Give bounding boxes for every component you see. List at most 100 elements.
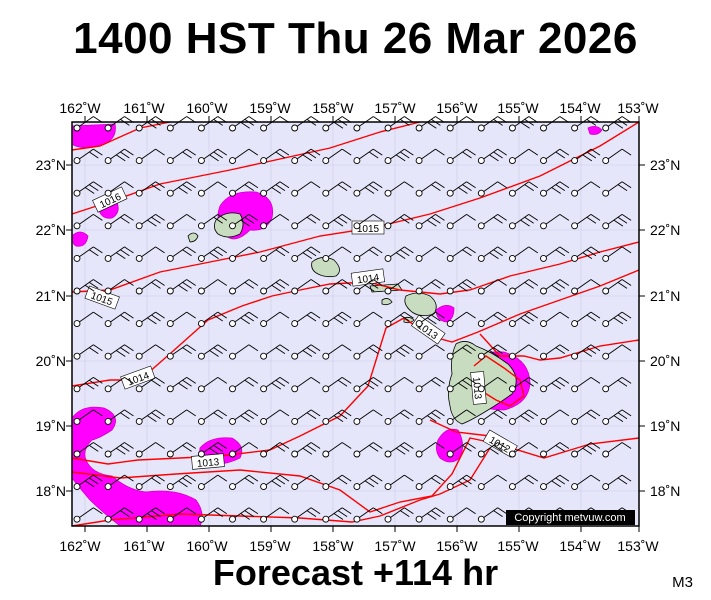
wind-barb bbox=[260, 148, 290, 165]
wind-barb bbox=[477, 344, 507, 360]
lat-label-right: 21˚N bbox=[650, 288, 680, 304]
model-label: M3 bbox=[672, 574, 693, 591]
lon-label-top: 159˚W bbox=[249, 100, 291, 116]
wind-barb bbox=[415, 246, 445, 262]
lon-label-bottom: 157˚W bbox=[374, 538, 416, 554]
lat-label-right: 18˚N bbox=[650, 483, 680, 499]
wind-barb bbox=[135, 246, 165, 262]
latitude-labels-right: 23˚N 22˚N 21˚N 20˚N 19˚N 18˚N bbox=[650, 157, 680, 499]
wind-barb bbox=[540, 279, 570, 295]
wind-barb bbox=[73, 181, 103, 197]
isobar-1015 bbox=[71, 121, 640, 293]
wind-barb bbox=[104, 376, 134, 393]
wind-barb bbox=[477, 279, 507, 295]
lon-label-top: 158˚W bbox=[312, 100, 354, 116]
wind-barb bbox=[353, 376, 383, 393]
latitude-labels-left: 23˚N 22˚N 21˚N 20˚N 19˚N 18˚N bbox=[36, 157, 66, 499]
lat-label-right: 23˚N bbox=[650, 157, 680, 173]
wind-barb bbox=[197, 279, 228, 295]
wind-barb bbox=[477, 474, 507, 491]
lanai-island bbox=[381, 298, 393, 306]
wind-barb bbox=[384, 311, 414, 328]
wind-barb bbox=[104, 246, 134, 262]
wind-barb bbox=[540, 376, 570, 393]
wind-barb bbox=[446, 344, 476, 360]
wind-barb bbox=[104, 442, 134, 458]
wind-barb bbox=[415, 409, 445, 425]
wind-barb bbox=[571, 409, 601, 425]
wind-barb bbox=[508, 344, 539, 360]
forecast-label: Forecast +114 hr bbox=[212, 552, 499, 593]
copyright-box: Copyright metvuw.com bbox=[506, 510, 635, 525]
isobar-label: 1015 bbox=[357, 224, 380, 235]
wind-barb bbox=[446, 376, 476, 393]
wind-barb bbox=[73, 376, 103, 393]
wind-barb bbox=[104, 344, 134, 360]
wind-barb bbox=[104, 507, 134, 523]
wind-barb bbox=[322, 474, 352, 491]
lon-label-bottom: 162˚W bbox=[59, 538, 101, 554]
wind-barb bbox=[166, 311, 196, 328]
lat-label-left: 23˚N bbox=[36, 157, 66, 173]
wind-barb bbox=[322, 279, 352, 295]
wind-barb bbox=[446, 474, 476, 491]
wind-barb bbox=[229, 376, 259, 393]
wind-barb bbox=[104, 474, 134, 491]
wind-barb bbox=[602, 279, 632, 295]
wind-barb bbox=[73, 311, 103, 328]
wind-barb bbox=[353, 344, 383, 360]
wind-barb bbox=[508, 409, 539, 425]
wind-barb bbox=[384, 279, 414, 295]
wind-barb bbox=[73, 442, 103, 458]
wind-barb bbox=[508, 376, 539, 393]
wind-barb bbox=[384, 409, 414, 425]
map-frame bbox=[71, 121, 640, 527]
wind-barb bbox=[384, 148, 414, 165]
wind-barb bbox=[291, 344, 321, 360]
wind-barb bbox=[229, 344, 259, 360]
wind-barb bbox=[415, 474, 445, 491]
wind-barb bbox=[104, 148, 134, 165]
wind-barb bbox=[104, 279, 134, 295]
wind-barb bbox=[229, 148, 259, 165]
wind-barb bbox=[540, 409, 570, 425]
wind-barb bbox=[197, 148, 228, 165]
wind-barb bbox=[73, 409, 103, 425]
wind-barb bbox=[477, 148, 507, 165]
wind-barb bbox=[540, 442, 570, 458]
wind-barb bbox=[135, 148, 165, 165]
wind-barb bbox=[260, 474, 290, 491]
wind-barb bbox=[166, 246, 196, 262]
wind-barb bbox=[322, 376, 352, 393]
lat-label-left: 20˚N bbox=[36, 353, 66, 369]
wind-barb bbox=[104, 409, 134, 425]
rain-area bbox=[71, 231, 89, 247]
wind-barb bbox=[602, 181, 632, 197]
wind-barb bbox=[260, 279, 290, 295]
wind-barb bbox=[135, 181, 165, 197]
wind-barb bbox=[353, 474, 383, 491]
wind-barb bbox=[415, 148, 445, 165]
wind-barb bbox=[571, 246, 601, 262]
wind-barb bbox=[229, 409, 259, 425]
wind-barb bbox=[353, 181, 383, 197]
lat-label-left: 18˚N bbox=[36, 483, 66, 499]
wind-barb bbox=[571, 279, 601, 295]
wind-barb bbox=[384, 376, 414, 393]
wind-barb bbox=[322, 311, 352, 328]
wind-barb bbox=[446, 213, 476, 230]
wind-barb bbox=[353, 442, 383, 458]
wind-barb bbox=[291, 148, 321, 165]
wind-barb bbox=[415, 181, 445, 197]
wind-barb bbox=[291, 442, 321, 458]
wind-barb bbox=[384, 246, 414, 262]
wind-barb bbox=[291, 279, 321, 295]
wind-barb bbox=[602, 311, 632, 328]
wind-barb bbox=[197, 376, 228, 393]
wind-barb bbox=[571, 474, 601, 491]
wind-barb bbox=[353, 409, 383, 425]
wind-barb bbox=[166, 507, 196, 523]
wind-barb bbox=[415, 507, 445, 523]
wind-barb bbox=[197, 409, 228, 425]
